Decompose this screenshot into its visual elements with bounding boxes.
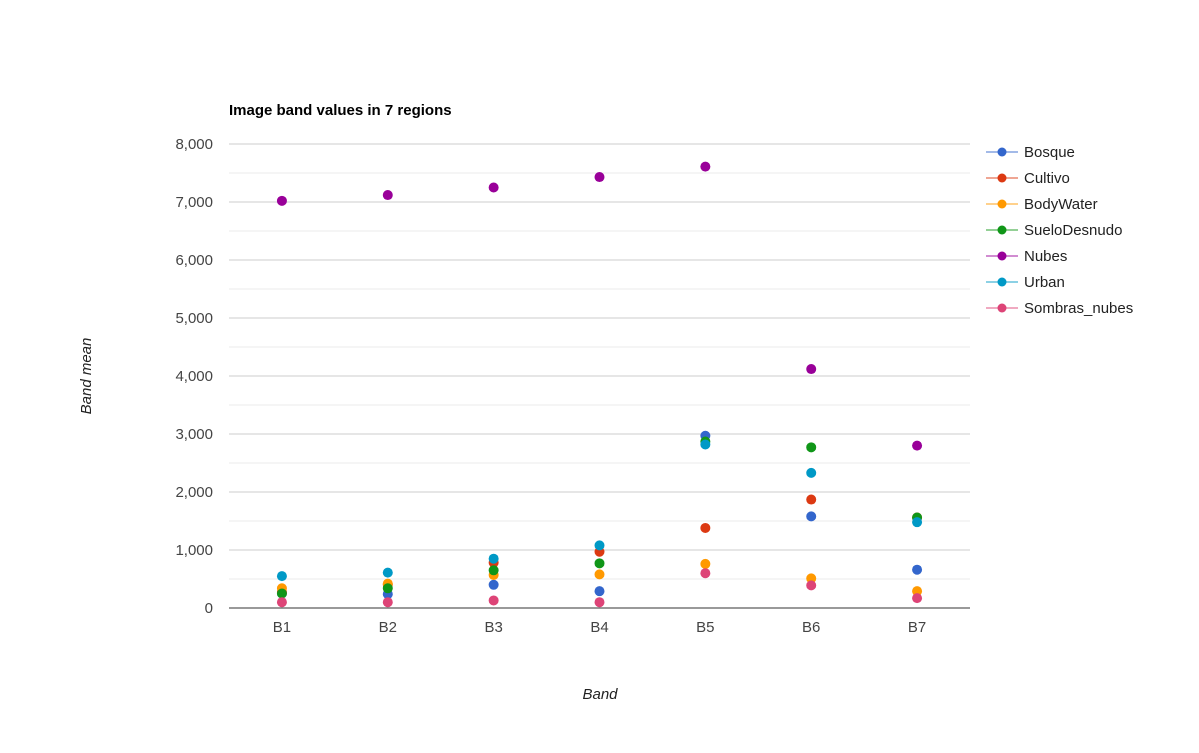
legend-item: Sombras_nubes: [986, 300, 1133, 317]
data-point: [276, 571, 287, 582]
legend-label: Sombras_nubes: [1024, 300, 1133, 317]
y-tick-label: 3,000: [175, 426, 213, 443]
y-tick-label: 8,000: [175, 136, 213, 153]
data-point: [594, 569, 605, 580]
data-point: [488, 182, 499, 193]
data-point: [488, 595, 499, 606]
legend-item: BodyWater: [986, 196, 1098, 213]
data-point: [806, 573, 817, 584]
y-tick-label: 2,000: [175, 484, 213, 501]
legend-swatch-marker: [997, 303, 1007, 313]
data-point: [806, 511, 817, 522]
legend-swatch-marker: [997, 199, 1007, 209]
data-point: [488, 565, 499, 576]
legend-swatch-marker: [997, 251, 1007, 261]
data-point: [806, 494, 817, 505]
data-point: [276, 597, 287, 608]
x-tick-label: B2: [379, 619, 397, 636]
legend-label: SueloDesnudo: [1024, 222, 1122, 239]
y-tick-label: 1,000: [175, 542, 213, 559]
y-axis-title: Band mean: [78, 338, 95, 415]
data-point: [700, 161, 711, 172]
data-point: [594, 172, 605, 183]
data-point: [912, 586, 923, 597]
data-point: [276, 588, 287, 599]
legend-label: Cultivo: [1024, 170, 1070, 187]
data-point: [488, 553, 499, 564]
legend: Bosque Cultivo BodyWater SueloDesnudo Nubes U…: [986, 144, 1133, 317]
data-point: [700, 568, 711, 579]
data-points: [276, 161, 923, 608]
chart-title: Image band values in 7 regions: [229, 102, 452, 119]
data-point: [912, 440, 923, 451]
data-point: [700, 439, 711, 450]
data-point: [700, 522, 711, 533]
legend-item: Nubes: [986, 248, 1067, 265]
legend-swatch-marker: [997, 277, 1007, 287]
data-point: [382, 190, 393, 201]
legend-label: Urban: [1024, 274, 1065, 291]
legend-item: Urban: [986, 274, 1065, 291]
data-point: [912, 564, 923, 575]
legend-label: Nubes: [1024, 248, 1067, 265]
data-point: [594, 558, 605, 569]
x-tick-label: B4: [590, 619, 608, 636]
data-point: [806, 467, 817, 478]
data-point: [700, 558, 711, 569]
data-point: [912, 593, 923, 604]
legend-item: Cultivo: [986, 170, 1070, 187]
legend-swatch-marker: [997, 173, 1007, 183]
data-point: [594, 540, 605, 551]
x-tick-label: B5: [696, 619, 714, 636]
x-tick-label: B1: [273, 619, 291, 636]
data-point: [594, 586, 605, 597]
data-point: [806, 364, 817, 375]
y-tick-label: 7,000: [175, 194, 213, 211]
legend-swatch-marker: [997, 225, 1007, 235]
legend-item: SueloDesnudo: [986, 222, 1122, 239]
legend-label: BodyWater: [1024, 196, 1098, 213]
data-point: [806, 580, 817, 591]
x-tick-label: B3: [484, 619, 502, 636]
y-axis-ticks: 0 1,000 2,000 3,000 4,000 5,000 6,000 7,000 8,00…: [175, 136, 213, 617]
x-tick-label: B6: [802, 619, 820, 636]
data-point: [382, 583, 393, 594]
legend-swatch-marker: [997, 147, 1007, 157]
x-axis-ticks: B1 B2 B3 B4 B5 B6 B7: [273, 619, 927, 636]
x-tick-label: B7: [908, 619, 926, 636]
y-tick-label: 4,000: [175, 368, 213, 385]
data-point: [276, 195, 287, 206]
y-tick-label: 5,000: [175, 310, 213, 327]
y-tick-label: 0: [205, 600, 213, 617]
legend-item: Bosque: [986, 144, 1075, 161]
data-point: [912, 517, 923, 528]
y-tick-label: 6,000: [175, 252, 213, 269]
data-point: [488, 579, 499, 590]
gridlines: [229, 143, 970, 580]
legend-label: Bosque: [1024, 144, 1075, 161]
data-point: [594, 597, 605, 608]
x-axis-title: Band: [582, 686, 618, 703]
data-point: [806, 442, 817, 453]
data-point: [382, 567, 393, 578]
data-point: [382, 597, 393, 608]
